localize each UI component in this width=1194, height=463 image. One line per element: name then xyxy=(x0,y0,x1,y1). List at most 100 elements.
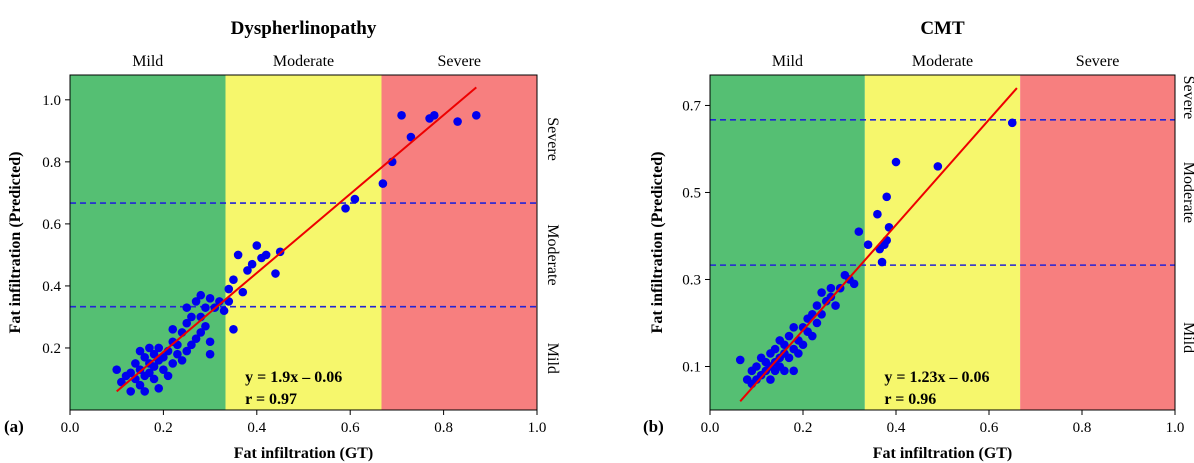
data-point xyxy=(229,325,238,334)
data-point xyxy=(812,301,822,310)
right-band-label: Mild xyxy=(544,343,561,374)
x-tick-label: 0.4 xyxy=(247,420,266,436)
data-point xyxy=(752,362,761,371)
data-point xyxy=(131,359,140,368)
data-point xyxy=(252,241,262,250)
top-band-label: Severe xyxy=(1076,53,1120,70)
data-point xyxy=(247,259,257,269)
data-point xyxy=(826,283,836,293)
data-point xyxy=(135,365,145,374)
data-point xyxy=(149,349,159,359)
data-point xyxy=(149,374,159,384)
data-point xyxy=(177,356,187,365)
data-point xyxy=(1007,118,1017,128)
data-point xyxy=(168,325,178,334)
y-tick-label: 1.0 xyxy=(42,93,61,109)
regression-equation: y = 1.23x – 0.06 xyxy=(884,369,989,386)
data-point xyxy=(229,275,238,285)
y-axis-label: Fat infiltration (Predicted) xyxy=(649,152,666,334)
data-point xyxy=(350,194,360,204)
data-point xyxy=(159,365,168,374)
data-point xyxy=(397,111,406,120)
x-tick-label: 0.8 xyxy=(1073,420,1092,436)
x-tick-label: 0.6 xyxy=(980,420,999,436)
x-tick-label: 0.2 xyxy=(794,420,813,436)
data-point xyxy=(187,340,196,350)
data-point xyxy=(149,362,159,371)
right-band-label: Mild xyxy=(1180,322,1194,353)
x-tick-label: 1.0 xyxy=(528,420,547,436)
data-point xyxy=(882,192,891,202)
y-tick-label: 0.6 xyxy=(42,217,61,233)
y-tick-label: 0.4 xyxy=(42,279,61,295)
data-point xyxy=(145,343,154,353)
x-axis-label: Fat infiltration (GT) xyxy=(873,445,1013,462)
data-point xyxy=(243,266,252,275)
data-point xyxy=(873,209,882,219)
data-point xyxy=(429,111,439,120)
x-tick-label: 1.0 xyxy=(1166,420,1185,436)
data-point xyxy=(126,387,136,396)
data-point xyxy=(191,334,201,343)
data-point xyxy=(126,368,136,378)
severity-band-severe xyxy=(381,75,537,410)
data-point xyxy=(205,294,215,303)
data-point xyxy=(154,383,164,393)
top-band-label: Moderate xyxy=(273,53,334,70)
data-point xyxy=(261,250,271,260)
right-band-label: Severe xyxy=(1180,76,1194,120)
panel-label: (b) xyxy=(643,417,664,436)
data-point xyxy=(201,303,210,312)
top-band-label: Mild xyxy=(132,53,163,70)
data-point xyxy=(196,328,206,337)
regression-equation: y = 1.9x – 0.06 xyxy=(245,369,342,386)
data-point xyxy=(877,257,887,267)
data-point xyxy=(766,375,775,384)
top-band-label: Severe xyxy=(437,53,481,70)
data-point xyxy=(117,377,126,387)
x-tick-label: 0.0 xyxy=(701,420,720,436)
data-point xyxy=(817,288,826,297)
panel-label: (a) xyxy=(4,417,24,436)
data-point xyxy=(849,279,859,289)
y-tick-label: 0.8 xyxy=(42,155,61,171)
data-point xyxy=(135,380,145,390)
chart-panel-a: Mild Moderate Severe 0.0 0.2 0.4 0.6 0.8 1.0 0.2 0… xyxy=(4,18,561,462)
data-point xyxy=(780,366,789,376)
right-band-label: Moderate xyxy=(544,224,561,285)
chart-panel-b: Mild Moderate Severe 0.0 0.2 0.4 0.6 0.8 1.0 0.1 0… xyxy=(643,18,1194,462)
right-band-label: Severe xyxy=(544,117,561,161)
data-point xyxy=(182,303,192,312)
y-tick-label: 0.2 xyxy=(42,341,61,357)
data-point xyxy=(735,355,745,365)
data-point xyxy=(173,349,182,359)
x-tick-label: 0.0 xyxy=(61,420,80,436)
data-point xyxy=(205,349,215,359)
data-point xyxy=(205,337,215,347)
y-tick-label: 0.3 xyxy=(682,272,701,288)
y-tick-label: 0.5 xyxy=(682,185,701,201)
data-point xyxy=(163,371,173,381)
data-point xyxy=(789,366,798,376)
data-point xyxy=(140,387,150,396)
y-tick-label: 0.7 xyxy=(682,98,701,114)
data-point xyxy=(224,284,234,294)
data-point xyxy=(112,365,121,374)
chart-title: CMT xyxy=(920,18,965,39)
top-band-label: Mild xyxy=(772,53,803,70)
top-band-label: Moderate xyxy=(912,53,973,70)
data-point xyxy=(341,204,350,213)
x-tick-label: 0.6 xyxy=(341,420,360,436)
data-point xyxy=(808,331,817,341)
data-point xyxy=(891,157,901,167)
data-point xyxy=(812,318,822,328)
data-point xyxy=(238,287,248,297)
correlation-value: r = 0.97 xyxy=(245,391,297,408)
data-point xyxy=(406,132,416,142)
data-point xyxy=(182,318,192,328)
data-point xyxy=(219,306,229,316)
data-point xyxy=(271,269,280,278)
data-point xyxy=(471,111,481,120)
data-point xyxy=(863,240,873,249)
